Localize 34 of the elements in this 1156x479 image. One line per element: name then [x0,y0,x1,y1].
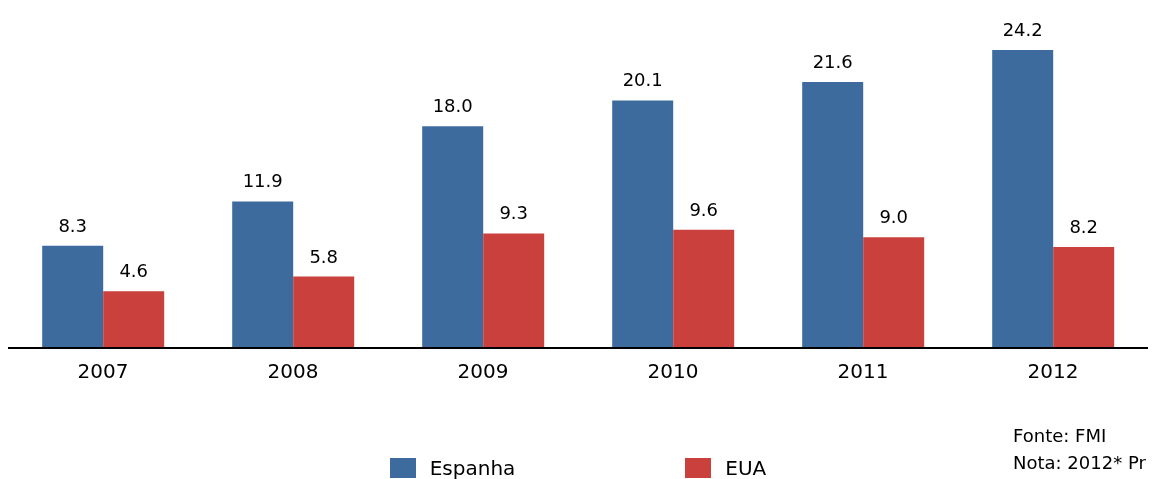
source-note: Fonte: FMI [1013,424,1108,448]
bar [422,126,484,348]
legend-label: Espanha [429,456,516,479]
bar [802,82,864,348]
bar [1053,247,1115,348]
data-label: 5.8 [309,245,339,267]
x-tick-label: 2007 [77,359,129,384]
x-tick-label: 2008 [267,359,319,384]
bar [103,291,165,348]
data-label: 21.6 [812,51,853,73]
bar [863,237,925,348]
data-label: 8.3 [58,214,88,236]
data-label: 8.2 [1069,216,1099,238]
x-tick-label: 2009 [457,359,509,384]
bar [483,233,545,348]
bar [42,245,104,348]
data-label: 9.3 [499,202,529,224]
data-label: 9.6 [689,198,719,220]
bar [992,50,1054,348]
x-tick-label: 2010 [647,359,699,384]
bar [673,229,735,348]
data-label: 9.0 [879,206,909,228]
data-label: 4.6 [119,260,149,282]
bar [612,100,674,348]
data-label: 24.2 [1002,19,1043,40]
bar [232,201,294,348]
legend-label: EUA [725,456,767,479]
data-label: 20.1 [622,69,663,91]
data-label: 11.9 [242,170,283,192]
x-tick-label: 2011 [837,359,889,384]
data-label: 18.0 [432,95,473,117]
text: Nota: 2012* Pr [1013,451,1147,475]
x-tick-label: 2012 [1027,359,1079,384]
bar [293,276,355,348]
